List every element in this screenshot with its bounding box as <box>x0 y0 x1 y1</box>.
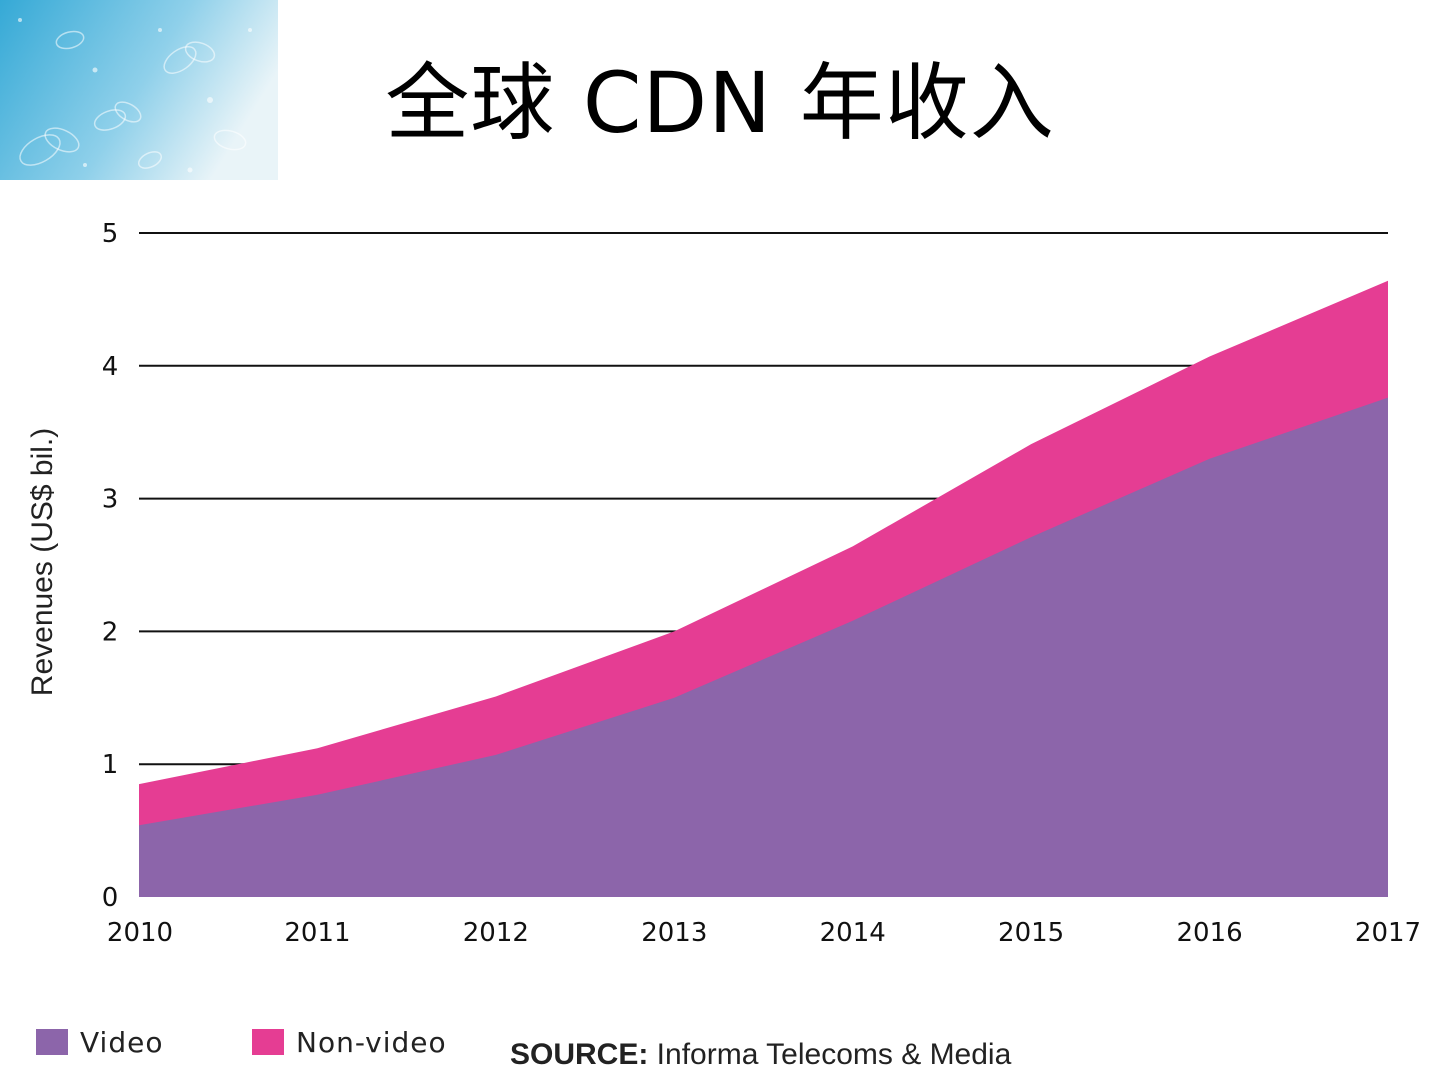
y-tick-label-1: 1 <box>102 750 119 780</box>
legend-label-non-video: Non-video <box>296 1025 447 1059</box>
legend-item-non-video: Non-video <box>252 1024 447 1060</box>
y-tick-label-0: 0 <box>102 883 119 913</box>
source-text: Informa Telecoms & Media <box>648 1038 1012 1071</box>
x-tick-label-2010: 2010 <box>107 918 173 948</box>
butterfly-corner-decoration <box>0 0 278 180</box>
y-axis-title: Revenues (US$ bil.) <box>26 428 59 696</box>
y-tick-label-3: 3 <box>102 485 119 515</box>
source-prefix: SOURCE: <box>510 1038 649 1071</box>
x-tick-label-2016: 2016 <box>1176 918 1242 948</box>
source-note: SOURCE: Informa Telecoms & Media <box>510 1038 1011 1072</box>
y-tick-label-2: 2 <box>102 617 119 647</box>
y-tick-label-5: 5 <box>102 219 119 249</box>
area-video <box>139 397 1388 897</box>
x-tick-label-2017: 2017 <box>1355 918 1421 948</box>
x-tick-label-2014: 2014 <box>820 918 886 948</box>
y-tick-label-4: 4 <box>102 352 119 382</box>
slide-title: 全球 CDN 年收入 <box>385 54 1055 152</box>
x-tick-label-2011: 2011 <box>284 918 350 948</box>
x-tick-label-2013: 2013 <box>641 918 707 948</box>
x-tick-label-2015: 2015 <box>998 918 1064 948</box>
legend-item-video: Video <box>36 1024 163 1060</box>
x-tick-label-2012: 2012 <box>463 918 529 948</box>
legend-swatch-non-video <box>252 1029 284 1055</box>
legend-label-video: Video <box>80 1025 164 1059</box>
legend-swatch-video <box>36 1029 68 1055</box>
